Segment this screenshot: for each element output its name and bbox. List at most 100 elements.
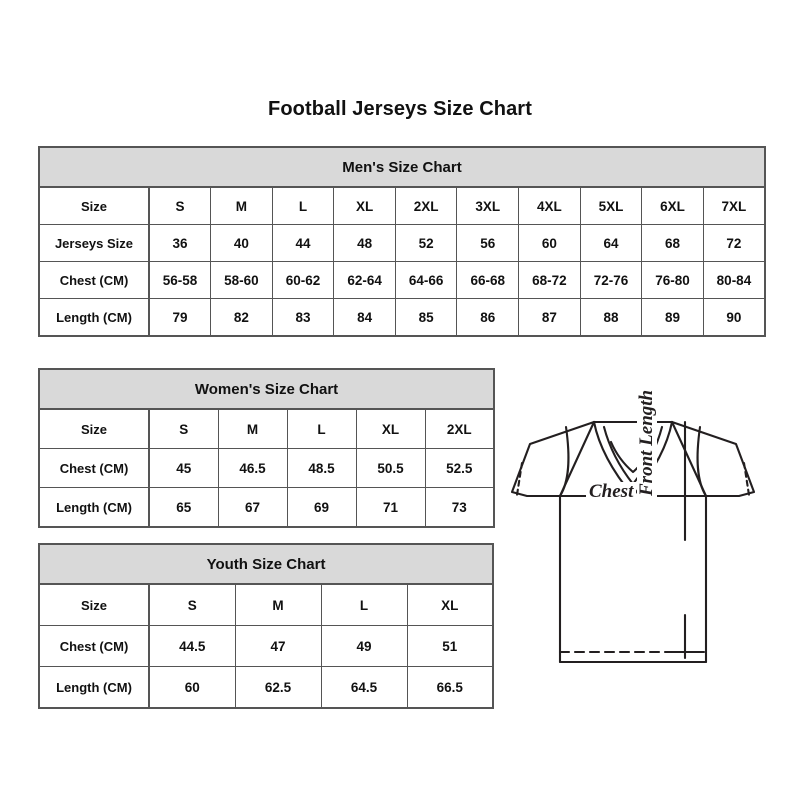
table-cell: 51 xyxy=(406,625,494,667)
table-cell: 62.5 xyxy=(234,666,322,709)
table-cell: 62-64 xyxy=(333,261,396,299)
table-row: Chest (CM) 45 46.5 48.5 50.5 52.5 xyxy=(38,448,495,488)
table-cell: 64-66 xyxy=(394,261,458,299)
table-cell: 64 xyxy=(579,224,643,262)
table-cell: 68 xyxy=(641,224,704,262)
row-header-size: Size xyxy=(38,408,150,449)
row-header-chest: Chest (CM) xyxy=(38,448,150,488)
row-header-length: Length (CM) xyxy=(38,298,150,337)
right-armhole-curve xyxy=(696,425,708,498)
womens-table-caption: Women's Size Chart xyxy=(38,368,495,410)
table-cell: 44 xyxy=(271,224,335,262)
table-cell: XL xyxy=(355,408,426,449)
table-cell: 52.5 xyxy=(424,448,495,488)
page-title: Football Jerseys Size Chart xyxy=(268,98,532,120)
table-cell: L xyxy=(286,408,357,449)
table-cell: 47 xyxy=(234,625,322,667)
right-cuff-dashed-line xyxy=(742,461,751,497)
table-cell: 56-58 xyxy=(148,261,212,299)
row-header-chest: Chest (CM) xyxy=(38,261,150,299)
left-armhole-curve xyxy=(558,425,570,498)
table-cell: 6XL xyxy=(641,186,704,225)
table-row: Jerseys Size 36 40 44 48 52 56 60 64 68 … xyxy=(38,224,766,262)
table-row: Chest (CM) 56-58 58-60 60-62 62-64 64-66… xyxy=(38,261,766,299)
table-cell: 40 xyxy=(210,224,273,262)
left-cuff-dashed-line xyxy=(515,461,524,497)
table-cell: 65 xyxy=(148,487,219,528)
mens-table-caption: Men's Size Chart xyxy=(38,146,766,188)
table-cell: M xyxy=(234,583,322,626)
table-row: Length (CM) 79 82 83 84 85 86 87 88 89 9… xyxy=(38,298,766,337)
table-cell: 2XL xyxy=(394,186,458,225)
table-cell: 71 xyxy=(355,487,426,528)
table-cell: 5XL xyxy=(579,186,643,225)
table-cell: 76-80 xyxy=(641,261,704,299)
table-cell: 89 xyxy=(641,298,704,337)
table-cell: 56 xyxy=(456,224,520,262)
table-cell: 66.5 xyxy=(406,666,494,709)
table-cell: L xyxy=(320,583,408,626)
table-row: Size S M L XL 2XL 3XL 4XL 5XL 6XL 7XL xyxy=(38,186,766,225)
table-caption-row: Youth Size Chart xyxy=(38,543,494,585)
mens-size-chart-table: Men's Size Chart Size S M L XL 2XL 3XL 4… xyxy=(38,146,767,337)
table-cell: 48.5 xyxy=(286,448,357,488)
table-cell: 86 xyxy=(456,298,520,337)
table-row: Size S M L XL xyxy=(38,583,494,626)
row-header-length: Length (CM) xyxy=(38,666,150,709)
table-cell: 64.5 xyxy=(320,666,408,709)
youth-table-caption: Youth Size Chart xyxy=(38,543,494,585)
table-cell: 67 xyxy=(217,487,288,528)
table-cell: 2XL xyxy=(424,408,495,449)
table-cell: S xyxy=(148,583,236,626)
table-cell: L xyxy=(271,186,335,225)
table-row: Chest (CM) 44.5 47 49 51 xyxy=(38,625,494,667)
table-cell: XL xyxy=(406,583,494,626)
table-cell: M xyxy=(210,186,273,225)
table-cell: 79 xyxy=(148,298,212,337)
table-cell: 80-84 xyxy=(702,261,766,299)
youth-size-chart-table: Youth Size Chart Size S M L XL Chest (CM… xyxy=(38,543,495,709)
table-cell: 45 xyxy=(148,448,219,488)
table-cell: 87 xyxy=(518,298,581,337)
table-cell: 50.5 xyxy=(355,448,426,488)
table-cell: 58-60 xyxy=(210,261,273,299)
table-cell: 90 xyxy=(702,298,766,337)
table-cell: S xyxy=(148,408,219,449)
table-cell: 72 xyxy=(702,224,766,262)
table-row: Length (CM) 60 62.5 64.5 66.5 xyxy=(38,666,494,709)
table-cell: 44.5 xyxy=(148,625,236,667)
table-cell: 36 xyxy=(148,224,212,262)
table-cell: 7XL xyxy=(702,186,766,225)
table-cell: 82 xyxy=(210,298,273,337)
womens-size-chart-table: Women's Size Chart Size S M L XL 2XL Che… xyxy=(38,368,496,528)
table-cell: 68-72 xyxy=(518,261,581,299)
table-cell: 66-68 xyxy=(456,261,520,299)
left-sleeve-outline xyxy=(510,420,596,498)
table-row: Size S M L XL 2XL xyxy=(38,408,495,449)
table-cell: 72-76 xyxy=(579,261,643,299)
table-cell: 73 xyxy=(424,487,495,528)
row-header-length: Length (CM) xyxy=(38,487,150,528)
table-cell: 83 xyxy=(271,298,335,337)
table-cell: 49 xyxy=(320,625,408,667)
table-cell: 52 xyxy=(394,224,458,262)
front-length-measurement-label: Front Length xyxy=(636,362,657,500)
table-cell: 60-62 xyxy=(271,261,335,299)
table-cell: 46.5 xyxy=(217,448,288,488)
table-cell: 4XL xyxy=(518,186,581,225)
table-cell: S xyxy=(148,186,212,225)
row-header-size: Size xyxy=(38,186,150,225)
row-header-jerseys-size: Jerseys Size xyxy=(38,224,150,262)
table-cell: 85 xyxy=(394,298,458,337)
table-cell: 48 xyxy=(333,224,396,262)
table-caption-row: Women's Size Chart xyxy=(38,368,495,410)
table-cell: M xyxy=(217,408,288,449)
right-sleeve-outline xyxy=(670,420,756,498)
table-cell: 84 xyxy=(333,298,396,337)
row-header-chest: Chest (CM) xyxy=(38,625,150,667)
chest-measurement-label: Chest xyxy=(586,482,637,501)
table-row: Length (CM) 65 67 69 71 73 xyxy=(38,487,495,528)
table-cell: XL xyxy=(333,186,396,225)
table-caption-row: Men's Size Chart xyxy=(38,146,766,188)
table-cell: 3XL xyxy=(456,186,520,225)
